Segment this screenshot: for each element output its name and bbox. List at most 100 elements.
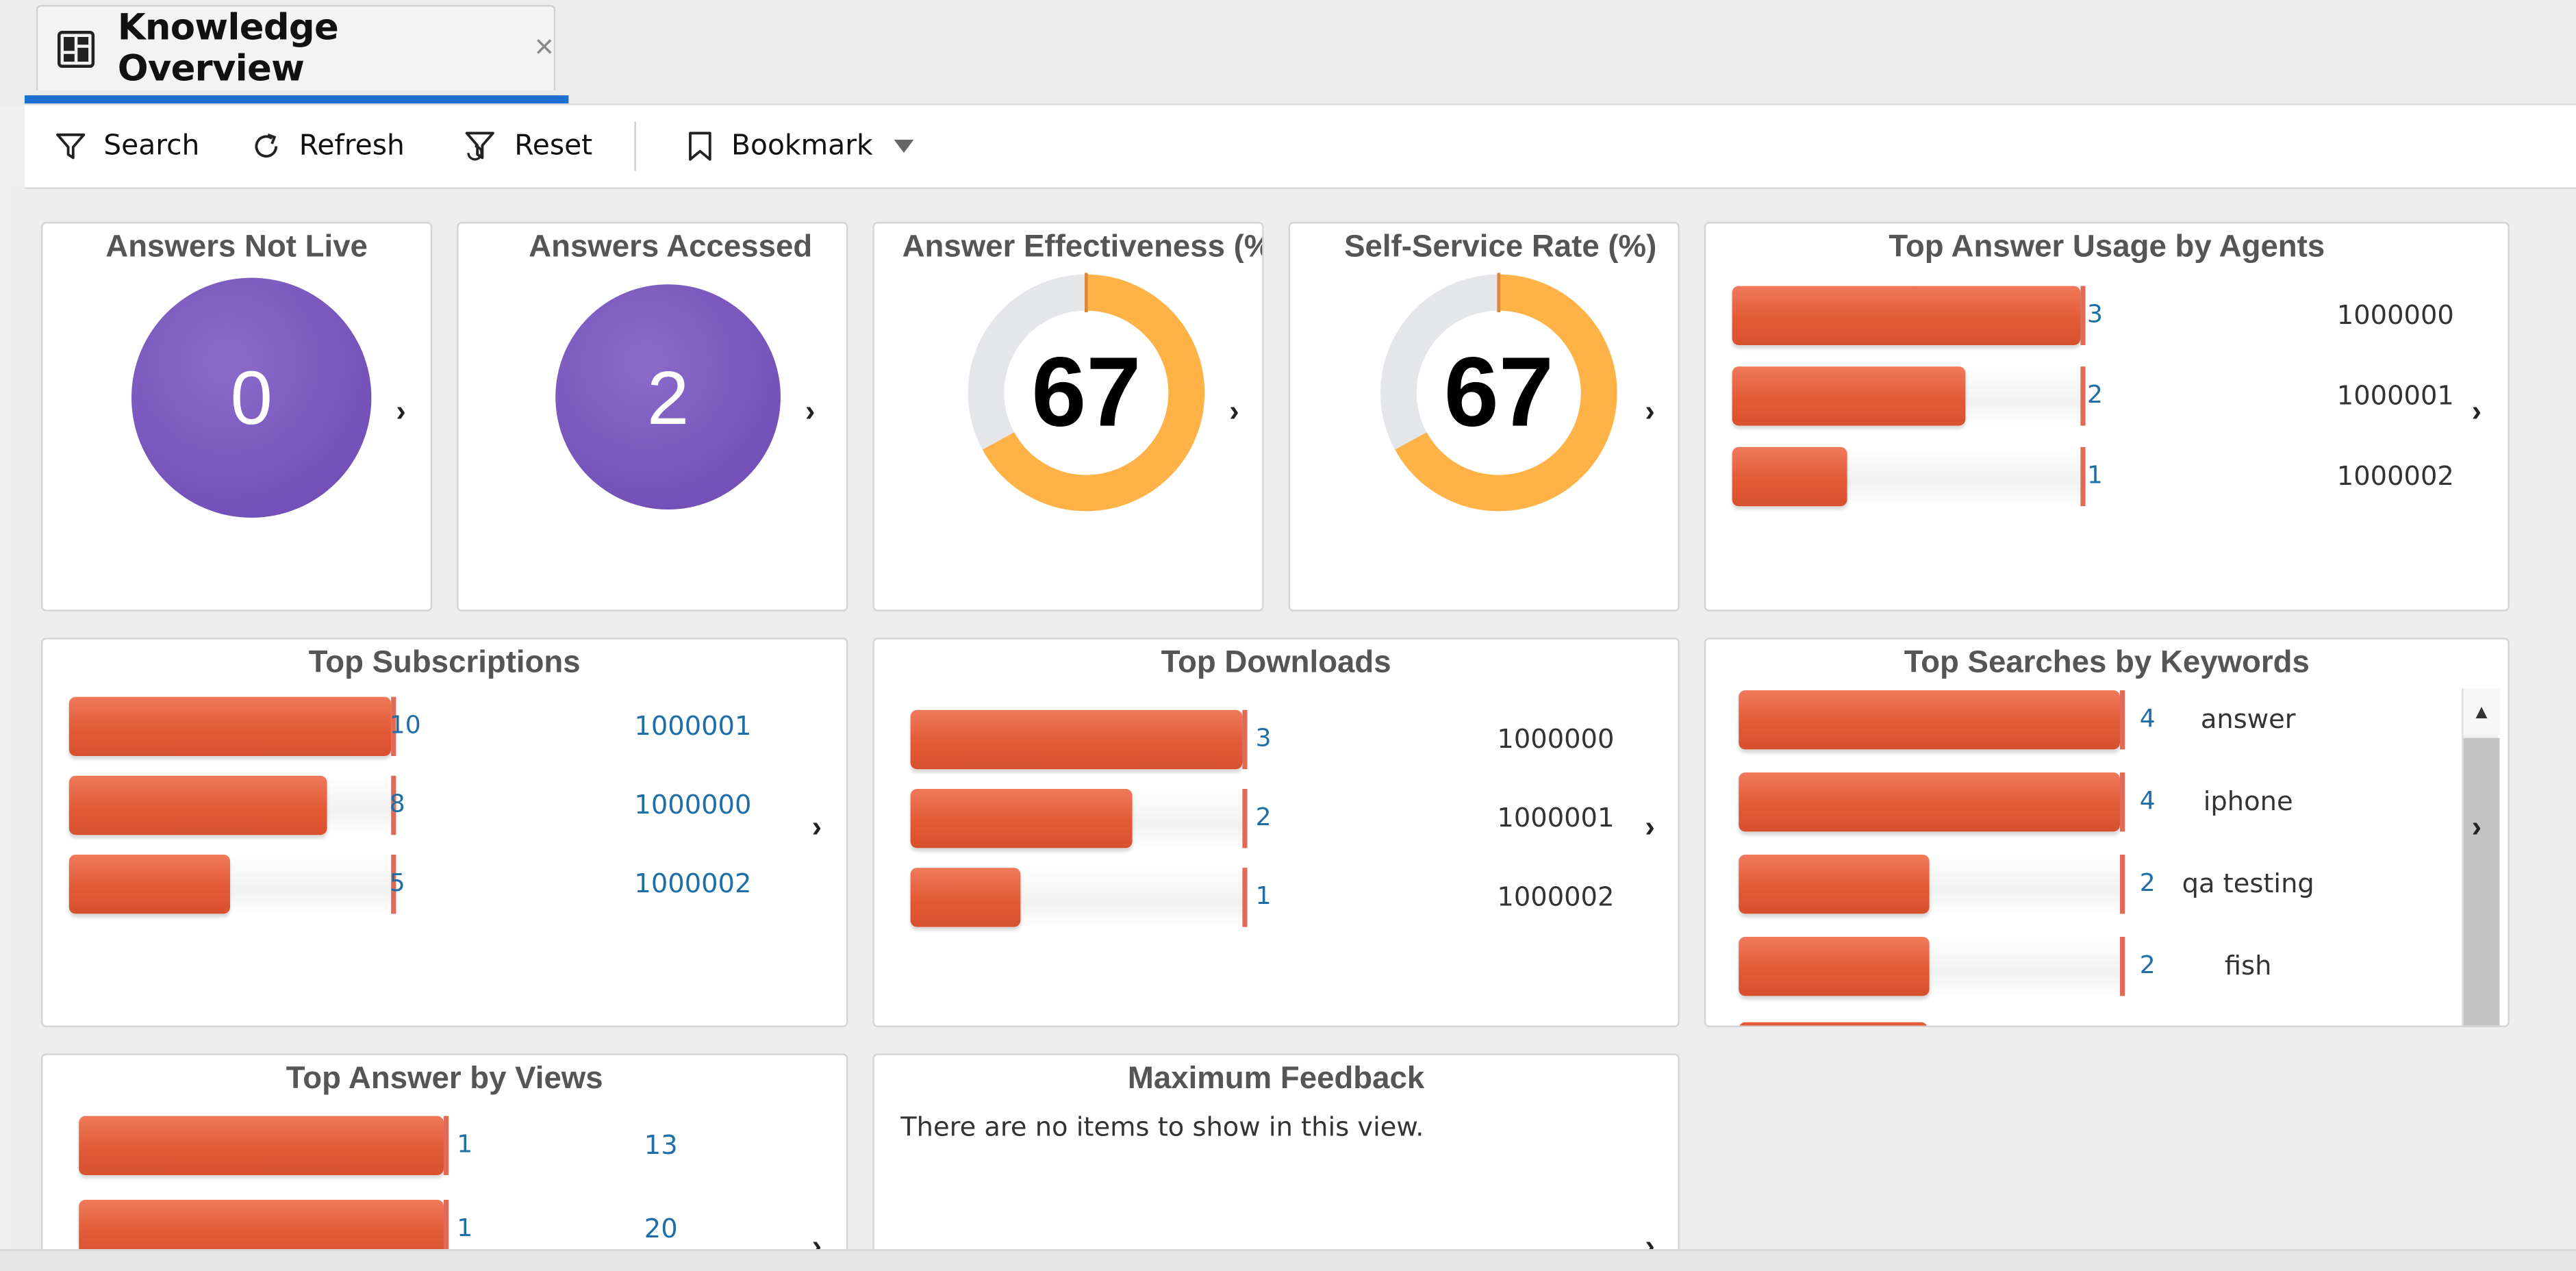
chevron-right-icon[interactable]: › <box>811 810 822 844</box>
bar-label[interactable]: 1000000 <box>2336 299 2454 331</box>
bar-label[interactable]: 1000000 <box>1497 723 1615 755</box>
bar-fill-partial <box>1739 1022 1928 1026</box>
tab-knowledge-overview[interactable]: Knowledge Overview × <box>36 5 556 91</box>
bar-end-marker <box>2120 937 2125 996</box>
card-answers-not-live: Answers Not Live 0 › <box>41 222 433 612</box>
bar-value: 1 <box>2087 460 2103 490</box>
caret-down-icon[interactable] <box>893 138 916 155</box>
bar-value: 2 <box>1255 802 1272 832</box>
bar-fill[interactable] <box>1732 366 1966 426</box>
bookmark-button[interactable]: Bookmark <box>685 105 932 188</box>
bar-label[interactable]: 1000001 <box>1497 802 1615 833</box>
card-title: Answer Effectiveness (%) <box>902 230 1264 265</box>
bar-label[interactable]: iphone <box>2203 785 2293 817</box>
bar-end-marker <box>2120 772 2125 832</box>
bar-end-marker <box>391 696 396 756</box>
kpi-value[interactable]: 2 <box>555 284 781 509</box>
reset-label: Reset <box>514 129 593 163</box>
bar-label[interactable]: 20 <box>644 1213 678 1244</box>
bar-value: 10 <box>389 709 421 740</box>
bar-value: 3 <box>1255 723 1272 753</box>
bar-label[interactable]: 1000000 <box>634 789 752 820</box>
card-top-searches: Top Searches by Keywords ▲ › 4 answer 4 iph… <box>1704 638 2510 1027</box>
card-title: Top Subscriptions <box>308 646 581 681</box>
dashboard-content: Answers Not Live 0 › Answers Accessed 2 … <box>13 190 2576 1268</box>
chevron-right-icon[interactable]: › <box>1645 394 1655 427</box>
refresh-label: Refresh <box>299 129 405 163</box>
bar-end-marker <box>1242 789 1248 848</box>
bar-end-marker <box>2120 855 2125 914</box>
bar-label[interactable]: qa testing <box>2182 868 2314 899</box>
bar-end-marker <box>444 1200 449 1259</box>
card-title: Top Answer Usage by Agents <box>1889 230 2325 265</box>
bar-fill[interactable] <box>910 789 1133 848</box>
bar-fill[interactable] <box>1732 446 1847 507</box>
bar-fill[interactable] <box>68 696 392 756</box>
tab-title: Knowledge Overview <box>117 7 339 90</box>
chevron-right-icon[interactable]: › <box>2471 394 2482 427</box>
footer-strip <box>0 1249 2576 1271</box>
bar-label[interactable]: 1000001 <box>2336 379 2454 411</box>
card-title: Top Answer by Views <box>286 1061 603 1096</box>
toolbar: Search Refresh Reset Bookmark <box>25 103 2576 189</box>
bar-value: 1 <box>457 1129 473 1159</box>
empty-message: There are no items to show in this view. <box>900 1111 1424 1143</box>
bar-label[interactable]: 1000001 <box>634 709 752 742</box>
card-self-service-rate: Self-Service Rate (%) 67 › <box>1288 222 1680 612</box>
tab-bar: Knowledge Overview × <box>0 0 2576 105</box>
bar-fill[interactable] <box>1739 690 2121 750</box>
kpi-value[interactable]: 67 <box>1443 337 1554 447</box>
bar-value: 2 <box>2139 868 2156 898</box>
toolbar-divider <box>634 121 636 171</box>
bar-end-marker <box>2080 366 2086 426</box>
refresh-button[interactable]: Refresh <box>250 105 405 188</box>
bar-fill[interactable] <box>68 775 327 835</box>
bar-fill[interactable] <box>1739 772 2121 832</box>
chevron-right-icon[interactable]: › <box>805 394 816 427</box>
bar-label[interactable]: 13 <box>644 1129 678 1161</box>
bar-end-marker <box>1242 868 1248 927</box>
chevron-right-icon[interactable]: › <box>396 394 406 427</box>
chevron-right-icon[interactable]: › <box>1229 394 1239 427</box>
kpi-value[interactable]: 0 <box>131 277 372 518</box>
bar-fill[interactable] <box>79 1116 444 1176</box>
kpi-value[interactable]: 67 <box>1031 337 1141 447</box>
reset-button[interactable]: Reset <box>462 105 592 188</box>
chevron-right-icon[interactable]: › <box>1645 810 1655 844</box>
bar-label[interactable]: 1000002 <box>2336 460 2454 492</box>
card-title: Answers Accessed <box>529 230 813 265</box>
card-maximum-feedback: Maximum Feedback There are no items to s… <box>872 1053 1680 1268</box>
bar-fill[interactable] <box>910 709 1243 770</box>
donut-gauge <box>1380 273 1617 512</box>
bar-fill[interactable] <box>79 1200 444 1259</box>
bar-label[interactable]: 1000002 <box>1497 881 1615 912</box>
bar-value: 2 <box>2087 379 2103 410</box>
bar-end-marker <box>391 775 396 835</box>
bar-fill[interactable] <box>68 855 230 914</box>
bookmark-icon <box>689 131 711 161</box>
bar-label[interactable]: fish <box>2224 950 2272 981</box>
card-title: Top Searches by Keywords <box>1904 646 2310 681</box>
bar-value: 8 <box>389 789 405 819</box>
scroll-thumb[interactable] <box>2463 738 2500 1026</box>
scroll-up-icon[interactable]: ▲ <box>2463 688 2500 735</box>
bar-fill[interactable] <box>1732 286 2081 346</box>
dashboard-icon <box>58 29 95 67</box>
bar-fill[interactable] <box>1739 855 1930 914</box>
bar-value: 1 <box>1255 881 1272 911</box>
close-icon[interactable]: × <box>534 29 554 66</box>
card-title: Self-Service Rate (%) <box>1344 230 1657 265</box>
bar-value: 3 <box>2087 299 2103 329</box>
search-button[interactable]: Search <box>54 105 199 188</box>
filter-reset-icon <box>465 131 494 161</box>
card-title: Answers Not Live <box>105 230 368 265</box>
scrollbar[interactable]: ▲ <box>2462 688 2500 1026</box>
card-answer-effectiveness: Answer Effectiveness (%) 67 › <box>872 222 1264 612</box>
card-top-subscriptions: Top Subscriptions › 10 1000001 8 1000000 5 10… <box>41 638 848 1027</box>
bar-end-marker <box>391 855 396 914</box>
bar-fill[interactable] <box>910 868 1021 927</box>
bar-fill[interactable] <box>1739 937 1930 996</box>
chevron-right-icon[interactable]: › <box>2471 810 2482 844</box>
bar-label[interactable]: answer <box>2200 703 2296 735</box>
bar-label[interactable]: 1000002 <box>634 868 752 899</box>
